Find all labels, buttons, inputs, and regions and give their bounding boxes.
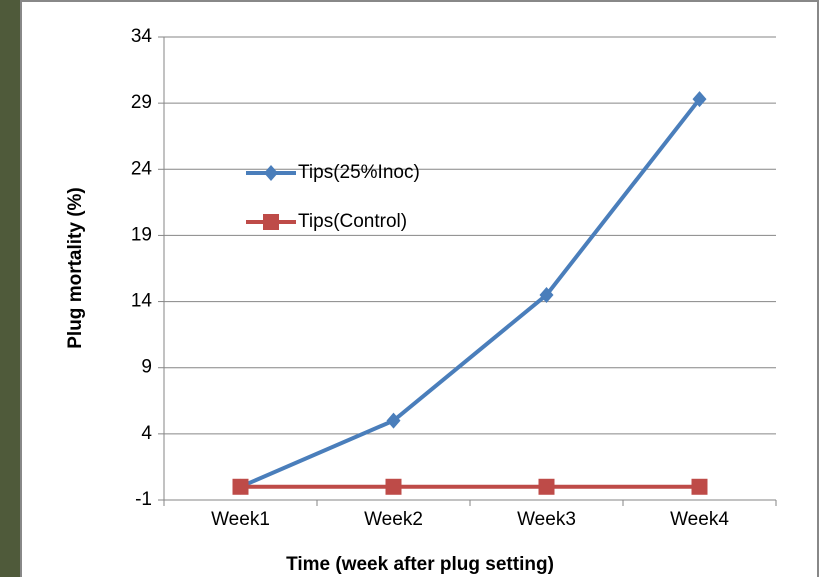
x-tick-label: Week4 xyxy=(670,509,729,530)
x-tick-label: Week1 xyxy=(211,509,270,530)
y-tick-label: 34 xyxy=(131,26,153,47)
x-axis-label: Time (week after plug setting) xyxy=(286,554,554,575)
y-tick-label: 19 xyxy=(131,224,152,245)
y-tick-label: 29 xyxy=(131,92,152,113)
data-point xyxy=(539,479,555,495)
y-tick-label: 4 xyxy=(141,423,152,444)
data-point xyxy=(386,479,402,495)
data-point xyxy=(692,479,708,495)
y-tick-label: -1 xyxy=(135,489,152,510)
y-tick-label: 14 xyxy=(131,291,153,312)
x-tick-label: Week3 xyxy=(517,509,576,530)
x-tick-label: Week2 xyxy=(364,509,423,530)
data-point xyxy=(233,479,249,495)
y-tick-label: 24 xyxy=(131,158,153,179)
legend-marker xyxy=(263,214,279,230)
photo-edge xyxy=(0,0,20,577)
y-axis-label: Plug mortality (%) xyxy=(65,187,86,349)
y-tick-label: 9 xyxy=(141,357,152,378)
legend-label: Tips(Control) xyxy=(298,211,407,232)
page: {"chart_data": {"type": "line", "y_label… xyxy=(0,0,820,577)
legend-label: Tips(25%Inoc) xyxy=(298,162,420,183)
chart: Plug mortality (%) Time (week after plug… xyxy=(0,0,820,577)
